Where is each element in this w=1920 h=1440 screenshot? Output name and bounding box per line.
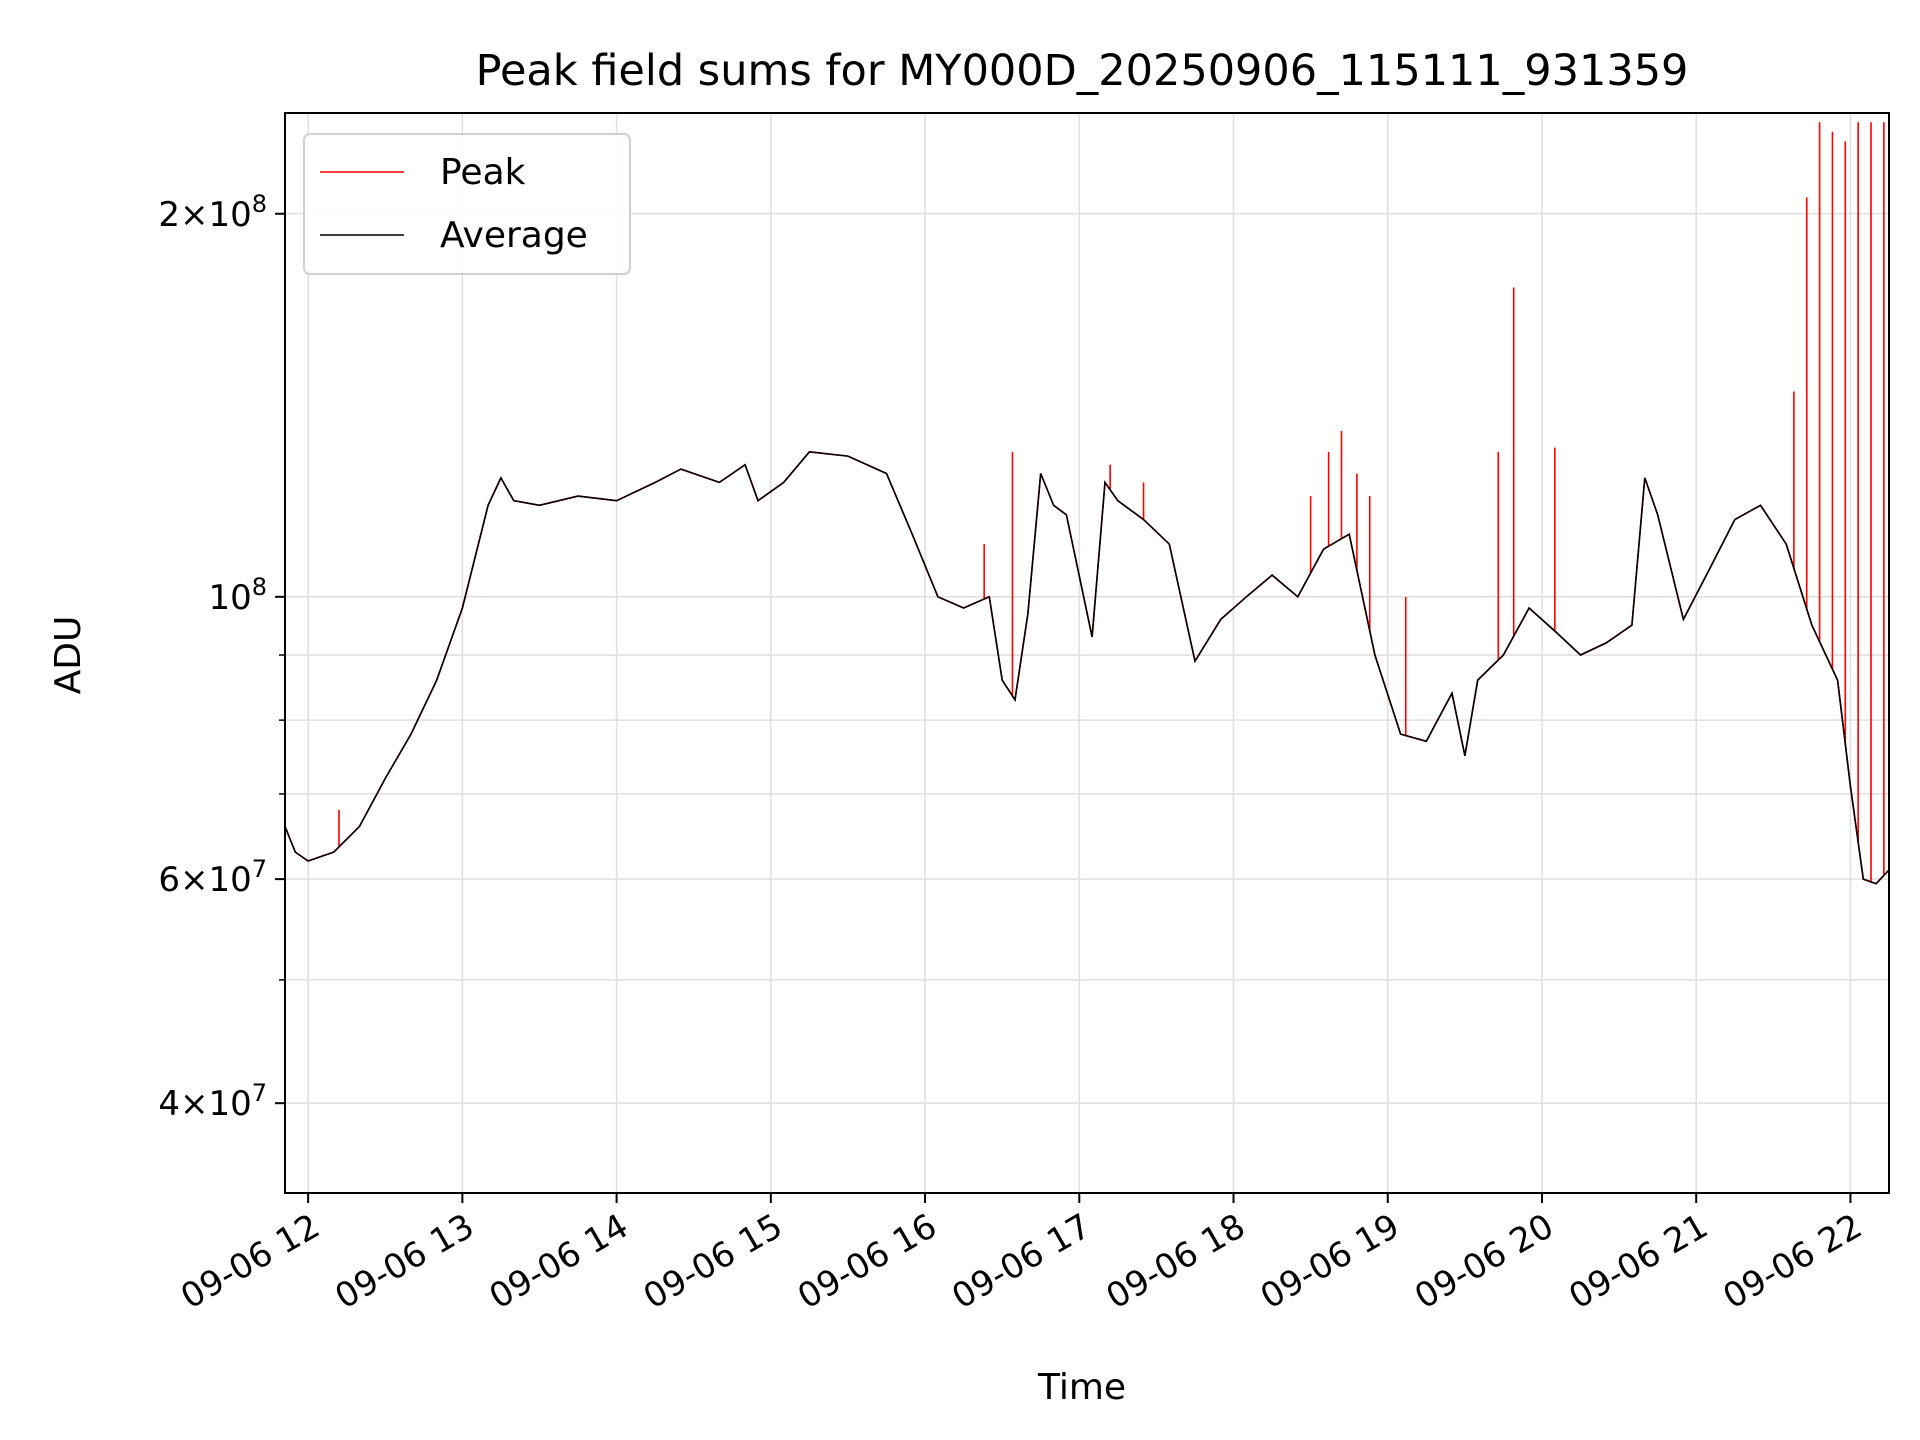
y-tick-label: 4×107 — [158, 1079, 267, 1124]
y-tick-label: 6×107 — [158, 855, 267, 900]
grid-lines — [285, 113, 1889, 1193]
y-axis-label: ADU — [48, 616, 89, 695]
y-axis: 4×107 6×107 108 2×108 — [158, 190, 285, 1124]
legend: Peak Average — [303, 133, 631, 275]
legend-average-label: Average — [440, 215, 588, 256]
plot-frame — [284, 112, 1890, 1194]
plot-area — [284, 122, 1890, 885]
y-tick-label: 2×108 — [158, 190, 267, 235]
x-axis-label: Time — [1037, 1367, 1126, 1408]
legend-box — [303, 133, 631, 275]
series-average-line — [284, 450, 1890, 885]
legend-peak-label: Peak — [440, 152, 526, 193]
chart-title: Peak field sums for MY000D_20250906_1151… — [476, 46, 1689, 96]
y-tick-label: 108 — [208, 573, 267, 618]
